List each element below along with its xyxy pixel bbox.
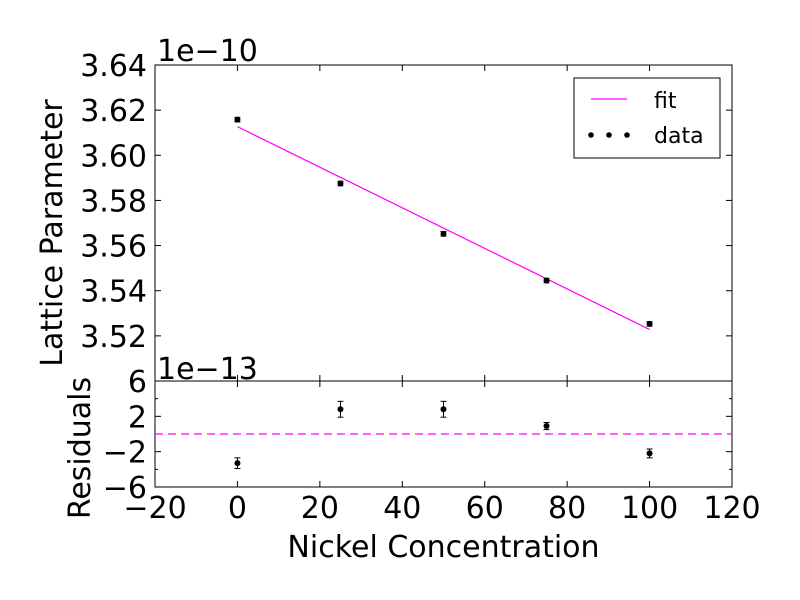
- residual-y-tick-label: −2: [103, 436, 147, 471]
- residual-point: [646, 450, 653, 457]
- legend: fit data: [573, 77, 721, 159]
- residual-y-axis-label: Residuals: [63, 377, 98, 519]
- x-tick-label: 100: [621, 491, 678, 526]
- main-y-tick-label: 3.52: [80, 320, 147, 355]
- residual-point: [543, 423, 550, 430]
- main-y-tick-label: 3.56: [80, 230, 147, 265]
- data-point: [440, 230, 447, 237]
- main-plot-panel: 3.52 3.54 3.56 3.58 3.60 3.62 3.64 1e−10 Lattice…: [35, 34, 733, 382]
- x-tick-label: 0: [228, 491, 247, 526]
- main-y-axis-label: Lattice Parameter: [35, 99, 70, 367]
- residual-point: [440, 406, 447, 413]
- data-point: [646, 320, 653, 327]
- data-point: [337, 180, 344, 187]
- x-axis-label: Nickel Concentration: [287, 530, 599, 565]
- data-point: [543, 277, 550, 284]
- legend-data-swatch: [624, 132, 630, 138]
- main-y-tick-label: 3.60: [80, 139, 147, 174]
- data-point: [234, 116, 241, 123]
- legend-data-label: data: [654, 124, 704, 149]
- main-y-tick-label: 3.58: [80, 184, 147, 219]
- x-tick-label: −20: [123, 491, 186, 526]
- main-offset-label: 1e−10: [157, 34, 258, 69]
- residuals-plot-panel: −20 0 20 40 60 80 100 120 −6−226 1e−13 Residuals Ni…: [63, 352, 761, 565]
- main-y-tick-label: 3.54: [80, 275, 147, 310]
- fit-line: [237, 126, 650, 331]
- residual-point: [234, 460, 241, 467]
- residual-y-tick-label: 2: [128, 400, 147, 435]
- main-y-tick-label: 3.64: [80, 49, 147, 84]
- legend-data-swatch: [588, 132, 594, 138]
- x-tick-label: 120: [703, 491, 760, 526]
- residual-y-tick-label: −6: [103, 471, 147, 506]
- x-tick-label: 80: [548, 491, 586, 526]
- legend-fit-label: fit: [654, 89, 677, 114]
- legend-data-swatch: [606, 132, 612, 138]
- legend-box: [573, 77, 721, 159]
- x-tick-label: 60: [466, 491, 504, 526]
- residual-y-tick-label: 6: [128, 365, 147, 400]
- main-y-tick-label: 3.62: [80, 94, 147, 129]
- x-tick-label: 20: [301, 491, 339, 526]
- residual-offset-label: 1e−13: [157, 352, 258, 387]
- x-tick-label: 40: [383, 491, 421, 526]
- residual-point: [337, 406, 344, 413]
